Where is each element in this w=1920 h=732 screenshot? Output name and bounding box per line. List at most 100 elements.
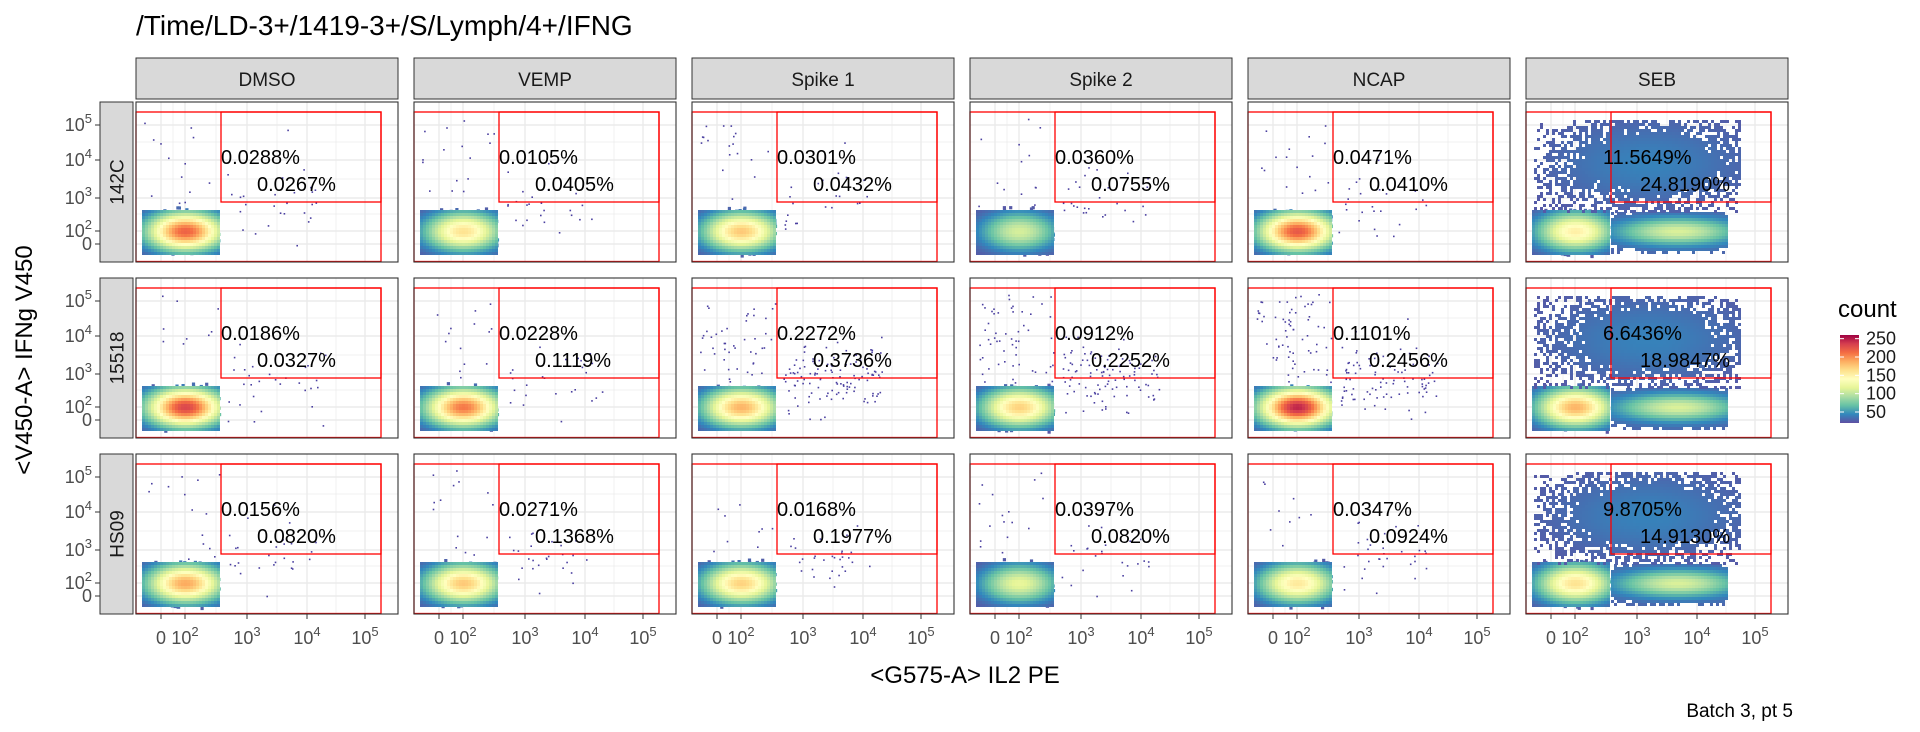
density-cell [208, 216, 211, 219]
density-cell [444, 210, 447, 213]
density-cell [1051, 219, 1054, 222]
density-cell [716, 210, 719, 213]
density-cell [196, 222, 199, 225]
density-cell [743, 213, 746, 216]
scatter-point [734, 132, 737, 135]
density-cell [462, 210, 465, 213]
density-cell [166, 240, 169, 243]
scatter-point [1020, 160, 1023, 163]
density-cell [214, 216, 217, 219]
density-cell [770, 222, 773, 225]
density-cell [208, 225, 211, 228]
density-cell [725, 231, 728, 234]
density-cell [1039, 246, 1042, 249]
density-cell [713, 222, 716, 225]
density-cell [1257, 252, 1260, 255]
scatter-point [489, 142, 491, 144]
density-cell [713, 246, 716, 249]
density-cell [982, 219, 985, 222]
density-cell [462, 216, 465, 219]
density-cell [184, 210, 187, 213]
density-cell [740, 243, 743, 246]
density-cell [181, 237, 184, 240]
density-cell [1260, 222, 1263, 225]
density-cell [142, 222, 145, 225]
density-cell [166, 246, 169, 249]
density-cell [713, 249, 716, 252]
density-cell [172, 249, 175, 252]
density-cell [157, 237, 160, 240]
density-cell [1323, 234, 1326, 237]
density-cell [1045, 231, 1048, 234]
density-cell [205, 213, 208, 216]
density-cell [1329, 243, 1332, 246]
density-cell [178, 225, 181, 228]
density-cell [710, 210, 713, 213]
density-cell [423, 222, 426, 225]
density-cell [1299, 222, 1302, 225]
scatter-point [1314, 189, 1317, 192]
density-cell [710, 216, 713, 219]
density-cell [1039, 237, 1042, 240]
density-cell [985, 243, 988, 246]
density-cell [450, 213, 453, 216]
facet-panel: 0.0301%0.0432% [691, 101, 955, 263]
density-cell [184, 240, 187, 243]
density-cell [1314, 222, 1317, 225]
density-cell [1323, 246, 1326, 249]
density-cell [1039, 228, 1042, 231]
density-cell [1314, 216, 1317, 219]
density-cell [979, 243, 982, 246]
density-cell [492, 216, 495, 219]
scatter-point [315, 202, 318, 204]
density-cell [1326, 213, 1329, 216]
density-cell [1302, 252, 1305, 255]
density-cell [477, 216, 480, 219]
scatter-point [287, 129, 289, 132]
density-cell [758, 216, 761, 219]
density-cell [725, 240, 728, 243]
density-cell [991, 228, 994, 231]
density-cell [1033, 249, 1036, 252]
density-cell [154, 231, 157, 234]
scatter-point [1116, 202, 1118, 205]
density-cell [1329, 210, 1332, 213]
density-cell [462, 237, 465, 240]
density-cell [211, 231, 214, 234]
density-cell [1000, 243, 1003, 246]
density-cell [1042, 216, 1045, 219]
density-cell [214, 237, 217, 240]
density-cell [1033, 216, 1036, 219]
density-cell [1018, 222, 1021, 225]
density-cell [1051, 243, 1054, 246]
scatter-point [730, 125, 733, 127]
density-cell [423, 252, 426, 255]
density-cell [743, 228, 746, 231]
density-cell [761, 246, 764, 249]
density-cell [1296, 213, 1299, 216]
density-cell [1015, 222, 1018, 225]
density-cell [749, 222, 752, 225]
density-cell [722, 219, 725, 222]
density-cell [420, 231, 423, 234]
density-cell [991, 252, 994, 255]
scatter-point [152, 139, 155, 141]
density-cell [420, 246, 423, 249]
density-cell [435, 243, 438, 246]
density-cell [719, 252, 722, 255]
density-cell [1033, 231, 1036, 234]
density-cell [181, 216, 184, 219]
density-cell [166, 216, 169, 219]
density-cell [1003, 222, 1006, 225]
scatter-point [835, 195, 837, 197]
density-cell [1278, 222, 1281, 225]
density-cell [728, 249, 731, 252]
density-cell [142, 237, 145, 240]
density-cell [426, 246, 429, 249]
density-cell [1254, 252, 1257, 255]
density-cell [746, 243, 749, 246]
density-cell [713, 210, 716, 213]
scatter-point [1146, 186, 1149, 188]
density-cell [707, 210, 710, 213]
density-cell [770, 237, 773, 240]
